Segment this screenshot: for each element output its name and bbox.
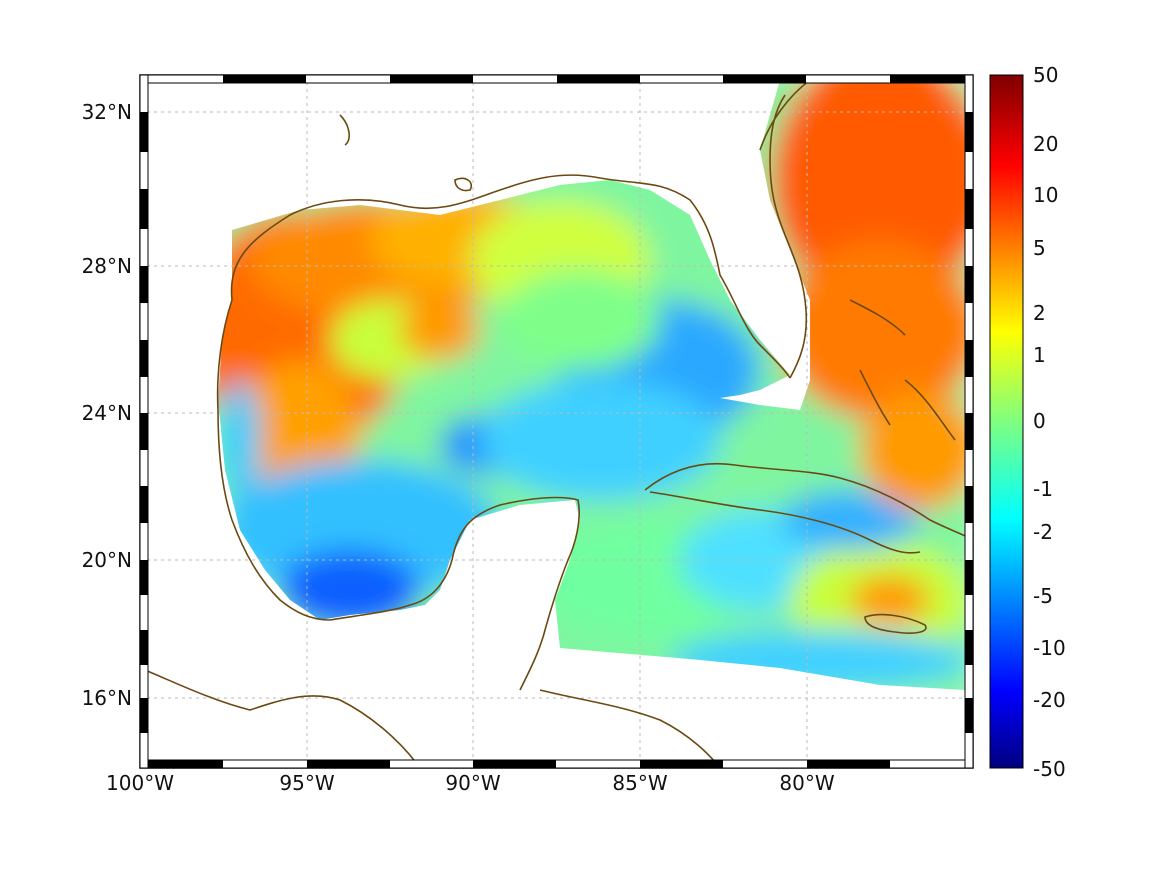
colorbar-ticks: 50 20 10 5 2 1 0 -1 -2 -5 -10 -20 -50 [1033,63,1066,781]
colorbar-tick-label: -2 [1033,520,1053,544]
colorbar: 50 20 10 5 2 1 0 -1 -2 -5 -10 -20 -50 [989,63,1066,781]
coastline [140,79,973,768]
colorbar-tick-label: 50 [1033,63,1058,87]
longitude-axis: 100°W 95°W 90°W 85°W 80°W [106,771,835,795]
colorbar-tick-label: -10 [1033,636,1066,660]
colorbar-tick-label: 20 [1033,132,1058,156]
lat-tick-label: 20°N [82,548,132,572]
colorbar-tick-label: -1 [1033,477,1053,501]
colorbar-tick-label: 10 [1033,183,1058,207]
lon-tick-label: 85°W [612,771,667,795]
lat-tick-label: 28°N [82,254,132,278]
lon-tick-label: 95°W [279,771,334,795]
colorbar-gradient [989,74,1024,769]
latitude-axis: 32°N 28°N 24°N 20°N 16°N [82,100,132,710]
gridlines [140,75,973,768]
lat-tick-label: 24°N [82,401,132,425]
colorbar-tick-label: 5 [1033,236,1046,260]
colorbar-tick-label: -20 [1033,688,1066,712]
lon-tick-label: 100°W [106,771,174,795]
frame-ticks [139,74,974,769]
colorbar-tick-label: 2 [1033,301,1046,325]
lat-tick-label: 32°N [82,100,132,124]
colorbar-tick-label: -50 [1033,757,1066,781]
colorbar-tick-label: 1 [1033,343,1046,367]
colorbar-tick-label: 0 [1033,409,1046,433]
lon-tick-label: 90°W [445,771,500,795]
colorbar-tick-label: -5 [1033,584,1053,608]
lon-tick-label: 80°W [779,771,834,795]
lat-tick-label: 16°N [82,686,132,710]
data-field [218,80,965,690]
